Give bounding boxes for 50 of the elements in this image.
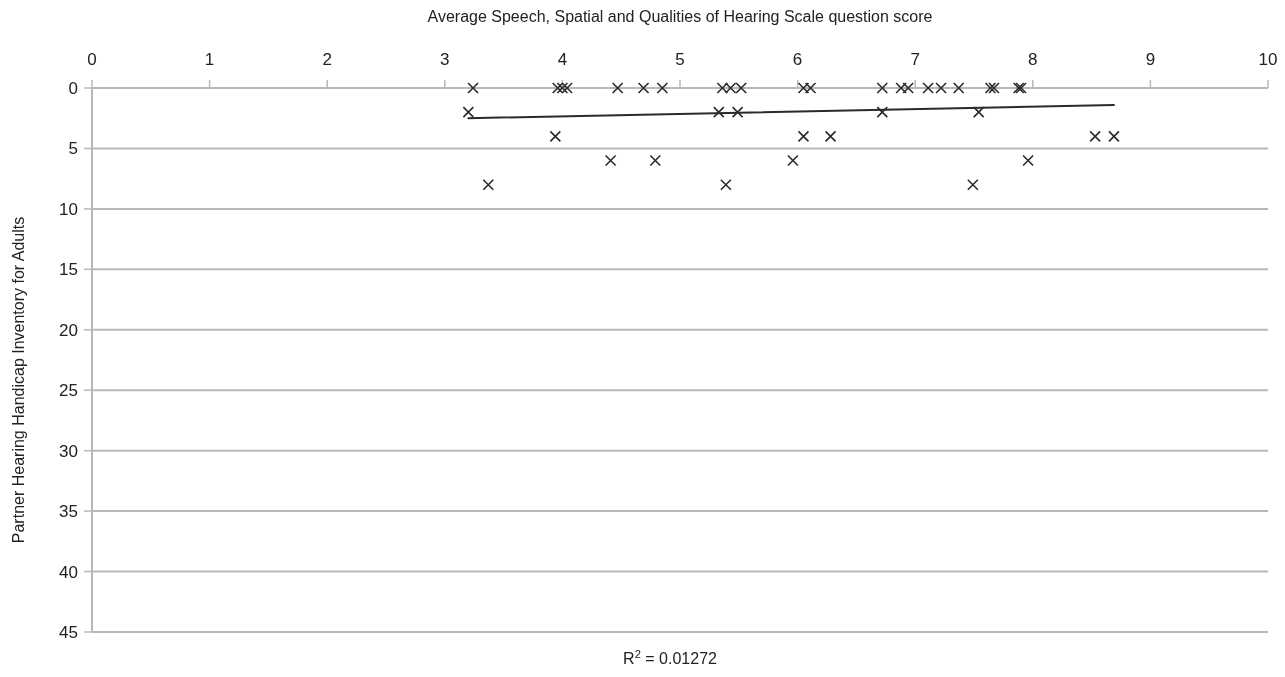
point <box>988 82 1000 94</box>
point <box>462 106 475 118</box>
point <box>1089 130 1101 143</box>
point <box>467 82 479 94</box>
x-tick-label: 8 <box>1028 50 1038 69</box>
y-tick-label: 35 <box>59 502 78 522</box>
text: R$^{2}$ = 0.01272 <box>623 648 718 667</box>
x-tick-label: 2 <box>322 50 332 69</box>
point <box>876 82 889 94</box>
x-tick-label: 10 <box>1258 50 1278 69</box>
point <box>1022 154 1034 167</box>
point <box>604 154 617 167</box>
point <box>984 82 997 94</box>
x-tick-label: 7 <box>910 50 920 69</box>
point <box>656 82 669 94</box>
x-tick-label: 5 <box>675 50 685 69</box>
point <box>611 82 624 94</box>
x-tick-label: 1 <box>204 50 215 69</box>
point <box>972 106 985 118</box>
point <box>731 106 744 118</box>
x-tick-label: 9 <box>1145 50 1156 69</box>
y-tick-label: 25 <box>59 381 78 401</box>
y-tick-label: 0 <box>68 78 78 98</box>
x-tick-label: 4 <box>557 50 568 69</box>
y-tick-label: 20 <box>59 320 78 340</box>
x-tick-label: 6 <box>792 50 803 69</box>
y-tick-label: 40 <box>59 562 78 582</box>
y-tick-label: 15 <box>59 260 78 280</box>
point <box>1108 130 1120 143</box>
y-tick-label: 30 <box>59 441 78 461</box>
point <box>649 154 662 167</box>
point <box>952 82 965 94</box>
y-tick-label: 10 <box>59 199 78 219</box>
point <box>720 178 732 191</box>
point <box>549 130 562 143</box>
point <box>876 106 889 118</box>
x-tick-label: 3 <box>440 50 450 69</box>
point <box>482 178 495 191</box>
point <box>637 82 650 94</box>
point <box>787 154 799 167</box>
point <box>556 82 569 94</box>
x-axis-title: Average Speech, Spatial and Qualities of Hearing Scale question score <box>427 8 933 25</box>
y-tick-label: 45 <box>59 622 78 642</box>
point <box>824 130 837 143</box>
point <box>797 130 810 143</box>
x-tick-label: 0 <box>87 50 97 69</box>
y-tick-label: 5 <box>68 139 78 159</box>
y-axis-title: Partner Hearing Handicap Inventory for Adults <box>10 216 27 544</box>
point <box>713 106 725 118</box>
point <box>967 178 979 191</box>
